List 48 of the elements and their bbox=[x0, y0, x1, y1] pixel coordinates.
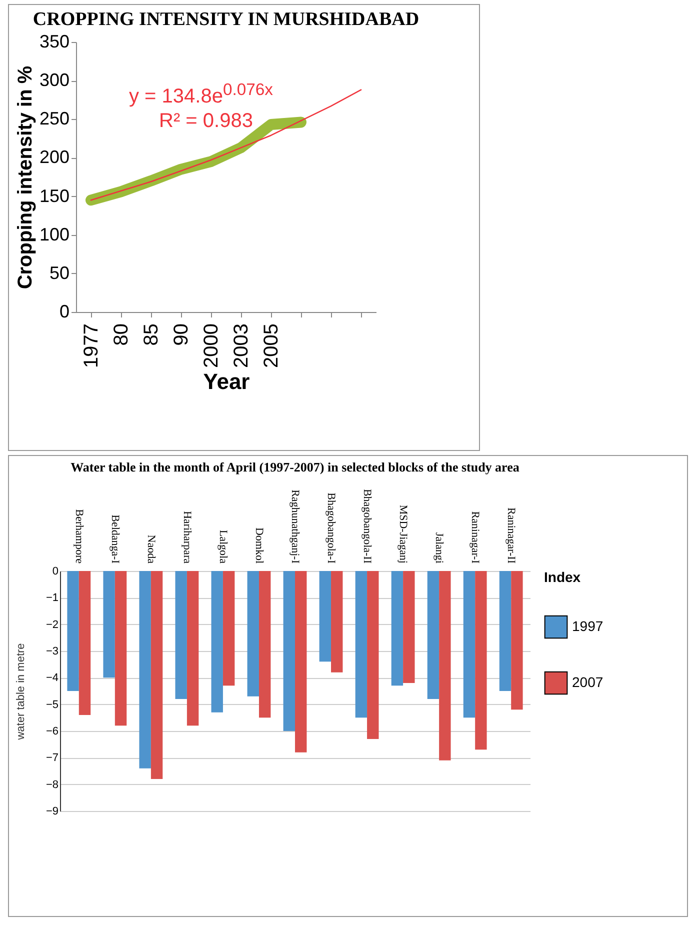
x-tick-label: 1977 bbox=[80, 324, 102, 368]
legend-label: 1997 bbox=[572, 618, 604, 634]
y-tick-label: −6 bbox=[46, 726, 58, 738]
x-tick-label: Raninagar-II bbox=[505, 508, 518, 564]
x-tick-label: MSD-Jiaganj bbox=[397, 504, 410, 564]
x-tick-label: Beldanga-I bbox=[108, 514, 121, 564]
x-axis-title: Year bbox=[203, 368, 250, 394]
y-tick-label: 100 bbox=[39, 224, 70, 244]
y-tick-label: 250 bbox=[39, 108, 70, 129]
annotation: R² = 0.983 bbox=[158, 108, 254, 133]
y-tick-label: −2 bbox=[46, 618, 58, 631]
y-tick-label: 0 bbox=[52, 566, 58, 578]
x-tick-label: Lalgola bbox=[216, 530, 229, 564]
y-tick-label: 200 bbox=[39, 147, 70, 168]
x-tick-label: 90 bbox=[170, 324, 192, 346]
chart-title: Water table in the month of April (1997-2007) in selected blocks of the study area bbox=[70, 459, 520, 474]
x-tick-label: 2000 bbox=[200, 324, 222, 368]
chart-title: CROPPING INTENSITY IN MURSHIDABAD bbox=[32, 9, 420, 30]
y-tick-label: −1 bbox=[46, 592, 58, 604]
x-tick-label: 80 bbox=[110, 324, 132, 346]
legend-title: Index bbox=[544, 569, 581, 585]
x-tick-label: Jalangi bbox=[433, 532, 446, 564]
y-axis-title: water table in metre bbox=[14, 643, 27, 741]
y-axis-title: Cropping intensity in % bbox=[14, 66, 36, 290]
legend-label: 2007 bbox=[572, 674, 604, 690]
x-tick-label: 85 bbox=[140, 324, 162, 346]
y-tick-label: −8 bbox=[46, 778, 58, 791]
y-tick-label: −9 bbox=[46, 806, 58, 818]
x-tick-label: Bhagobangola-II bbox=[361, 488, 374, 564]
y-tick-label: −3 bbox=[46, 646, 58, 658]
y-tick-label: 300 bbox=[39, 70, 70, 90]
y-tick-label: 350 bbox=[39, 32, 70, 52]
y-tick-label: 50 bbox=[49, 262, 70, 283]
x-tick-label: 2005 bbox=[260, 324, 282, 368]
x-tick-label: Hariharpara bbox=[180, 510, 193, 564]
x-tick-label: Berhampore bbox=[72, 509, 85, 564]
x-tick-label: Raghunathganj-I bbox=[289, 490, 301, 564]
y-tick-label: −7 bbox=[46, 752, 58, 764]
y-tick-label: −5 bbox=[46, 698, 58, 711]
annotation: y = 134.8e$^{0.076x}$ bbox=[129, 80, 273, 109]
x-tick-label: Bhagobangola-I bbox=[325, 492, 338, 564]
x-tick-label: Domkol bbox=[252, 527, 265, 564]
x-tick-label: Raninagar-I bbox=[469, 511, 482, 564]
y-tick-label: 150 bbox=[39, 186, 70, 206]
y-tick-label: 0 bbox=[59, 302, 70, 322]
y-tick-label: −4 bbox=[46, 672, 58, 684]
x-tick-label: 2003 bbox=[230, 324, 252, 368]
x-tick-label: Naoda bbox=[144, 534, 157, 564]
